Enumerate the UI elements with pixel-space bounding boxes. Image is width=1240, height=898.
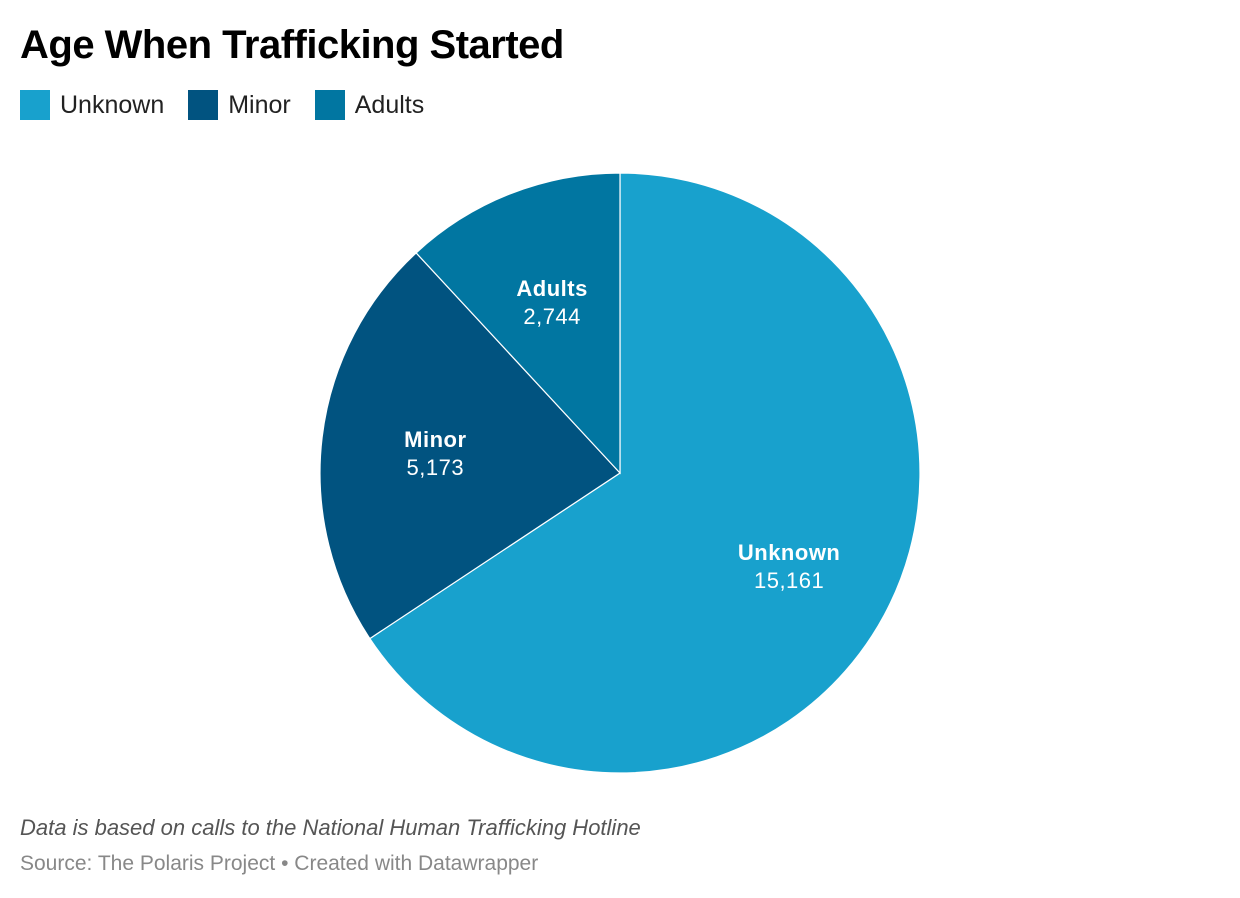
legend-label-minor: Minor [228,91,291,119]
legend-item-adults: Adults [314,90,425,120]
slice-value-unknown: 15,161 [754,568,824,593]
pie-labels: Unknown 15,161 Minor 5,173 Adults 2,744 [404,276,840,593]
source-text: Source: The Polaris Project [20,852,276,875]
pie-slices [319,172,921,774]
legend-item-minor: Minor [188,90,291,120]
source-separator: • [281,852,289,875]
source-credit: Created with Datawrapper [294,852,539,875]
legend: Unknown Minor Adults [20,90,448,120]
legend-item-unknown: Unknown [20,90,164,120]
legend-swatch-adults [314,90,345,120]
legend-label-adults: Adults [354,91,425,119]
chart-note: Data is based on calls to the National H… [20,815,641,840]
pie-slice-adults [415,172,621,475]
slice-value-adults: 2,744 [523,304,581,329]
legend-swatch-minor [188,90,219,120]
slice-label-minor: Minor [404,427,466,452]
pie-slice-unknown [369,172,921,774]
pie-slice-minor [319,252,621,640]
slice-value-minor: 5,173 [407,455,465,480]
slice-label-unknown: Unknown [738,540,841,565]
legend-swatch-unknown [20,90,50,120]
chart-title: Age When Trafficking Started [20,23,564,67]
legend-label-unknown: Unknown [60,91,165,119]
slice-label-adults: Adults [516,276,587,301]
source-line: Source: The Polaris Project • Created wi… [20,851,538,877]
